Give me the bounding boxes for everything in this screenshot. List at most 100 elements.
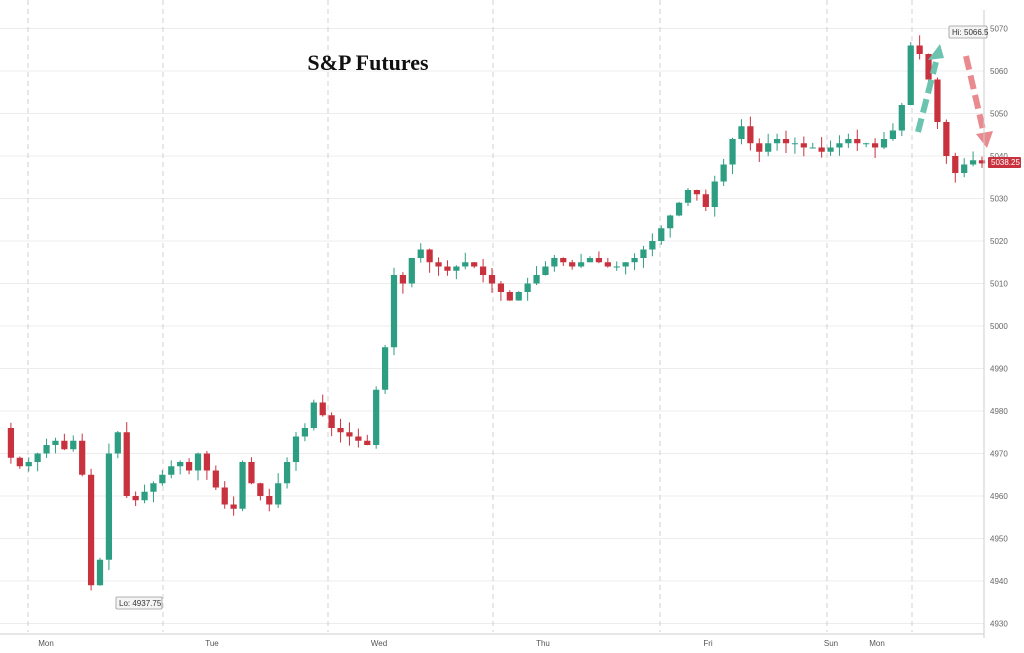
y-tick-label: 4950 [990, 535, 1008, 544]
candle-body [658, 228, 665, 241]
candle-body [711, 181, 718, 207]
candle-body [373, 389, 380, 445]
candle-body [34, 453, 41, 462]
candle-body [854, 139, 861, 144]
candle-body [257, 483, 264, 496]
candle-body [880, 139, 888, 148]
candle-body [283, 462, 291, 484]
candle-body [25, 462, 32, 467]
candle-body [818, 147, 825, 152]
y-tick-label: 5060 [990, 67, 1008, 76]
y-tick-label: 4990 [990, 365, 1008, 374]
y-tick-label: 4980 [990, 407, 1008, 416]
candle-body [506, 292, 513, 301]
candle-body [203, 453, 211, 471]
candle-body [729, 139, 736, 165]
candle-body [925, 54, 932, 80]
y-tick-label: 4960 [990, 492, 1008, 501]
candle-body [453, 266, 460, 271]
candle-body [275, 483, 282, 505]
candle-body [230, 504, 237, 509]
candle-body [649, 241, 656, 250]
candle-body [675, 202, 683, 216]
candle-body [479, 266, 487, 275]
candle-body [390, 275, 398, 348]
candle-body [773, 139, 781, 144]
candle-body [408, 258, 415, 284]
y-tick-label: 4970 [990, 450, 1008, 459]
candle-body [194, 453, 202, 471]
candle-body [497, 283, 505, 292]
candle-body [426, 249, 433, 263]
candle-body [310, 402, 317, 428]
y-tick-label: 4930 [990, 620, 1008, 629]
candle-body [435, 262, 442, 267]
last-price-text: 5038.25 [991, 158, 1020, 167]
candle-body [569, 262, 576, 267]
y-tick-label: 5040 [990, 152, 1008, 161]
candle-body [631, 258, 638, 263]
y-tick-label: 5050 [990, 110, 1008, 119]
candle-body [871, 143, 879, 148]
candle-body [907, 45, 914, 105]
candle-body [381, 347, 389, 390]
candle-body [551, 258, 558, 267]
candle-body [337, 428, 344, 433]
candle-body [961, 164, 968, 173]
candle-body [524, 283, 531, 292]
candle-body [765, 143, 772, 152]
candle-body [595, 258, 603, 263]
candle-body [96, 559, 104, 586]
x-tick-label: Wed [371, 639, 387, 648]
candle-body [70, 440, 77, 450]
x-tick-label: Mon [869, 639, 885, 648]
y-tick-label: 4940 [990, 577, 1008, 586]
candle-body [800, 143, 807, 148]
candle-body [889, 130, 897, 139]
y-tick-label: 5020 [990, 237, 1008, 246]
candle-body [952, 156, 959, 173]
candle-body [114, 432, 121, 454]
candle-body [61, 440, 68, 450]
candle-body [969, 160, 977, 165]
candle-body [141, 491, 148, 501]
candle-body [248, 462, 255, 484]
candle-body [444, 266, 451, 271]
candle-body [782, 139, 790, 144]
candle-body [177, 462, 184, 467]
candle-body [132, 496, 139, 501]
candle-body [640, 249, 647, 258]
candle-body [87, 474, 95, 586]
candle-body [836, 143, 843, 148]
up-arrow-head-icon [928, 44, 944, 60]
candle-body [159, 474, 166, 484]
candle-body [16, 457, 23, 467]
candle-body [845, 139, 852, 144]
candle-body [577, 262, 585, 267]
x-tick-label: Thu [536, 639, 550, 648]
candle-body [622, 262, 629, 267]
y-tick-label: 5010 [990, 280, 1008, 289]
candle-body [863, 143, 870, 145]
candle-body [809, 147, 816, 149]
y-tick-label: 5070 [990, 25, 1008, 34]
price-candles [7, 35, 986, 591]
candle-body [462, 262, 469, 267]
candle-body [934, 79, 941, 122]
candle-body [604, 262, 611, 267]
candle-body [720, 164, 727, 182]
candle-body [221, 487, 228, 505]
low-label: Lo: 4937.75 [115, 596, 163, 610]
candle-body [212, 470, 219, 488]
x-tick-label: Sun [824, 639, 838, 648]
candle-body [301, 428, 309, 437]
candle-body [471, 262, 478, 267]
down-trend-arrow-icon [963, 55, 987, 135]
candle-body [560, 258, 567, 263]
candle-body [791, 143, 799, 145]
candle-body [292, 436, 300, 462]
candle-body [417, 249, 424, 258]
candle-body [978, 160, 986, 164]
y-axis: 4930 4940 4950 4960 4970 4980 4990 5000 5010 5020… [983, 10, 1008, 638]
candle-body [488, 275, 496, 284]
